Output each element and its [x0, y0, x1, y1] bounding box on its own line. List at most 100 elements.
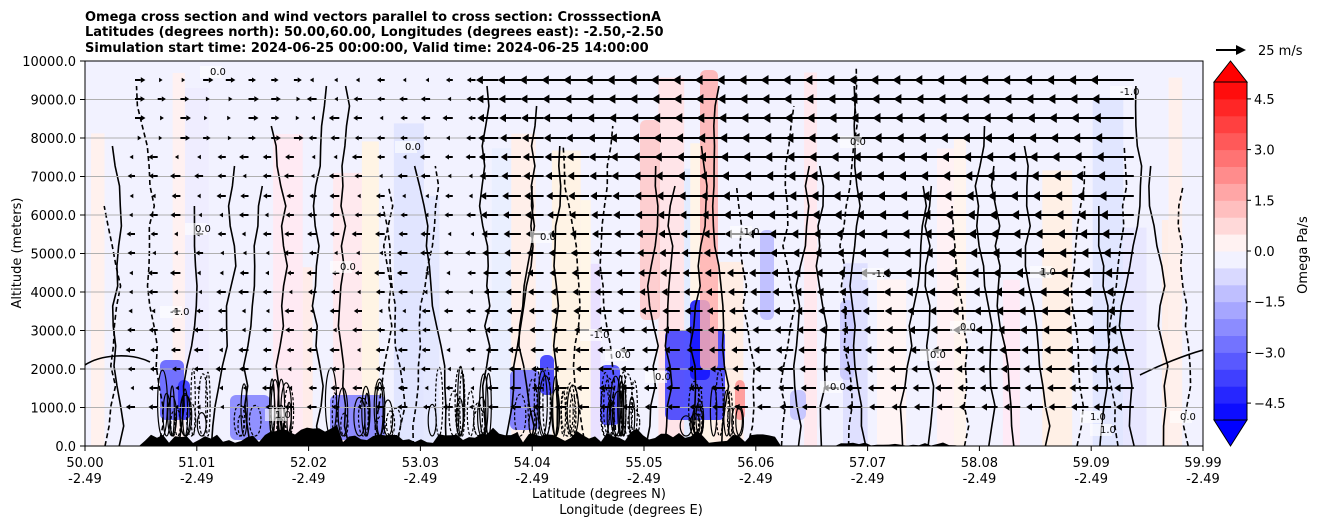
- wind-vector-head: [158, 135, 163, 141]
- wind-vector-head: [679, 210, 687, 220]
- wind-vector-head: [947, 248, 955, 258]
- wind-vector-head: [470, 385, 474, 391]
- y-tick-label: 2000.0: [31, 363, 77, 378]
- wind-vector-head: [397, 173, 402, 179]
- wind-vector-head: [148, 404, 153, 410]
- wind-vector-head: [328, 115, 334, 121]
- colorbar-segment: [1214, 200, 1247, 218]
- wind-vector-head: [1091, 384, 1099, 392]
- wind-vector-head: [936, 75, 945, 85]
- wind-vector-head: [147, 270, 153, 276]
- wind-vector-head: [1064, 325, 1072, 335]
- wind-vector-head: [1038, 287, 1047, 297]
- wind-vector-head: [663, 326, 669, 334]
- wind-vector-head: [528, 307, 535, 315]
- wind-vector-head: [148, 327, 154, 333]
- colorbar-segment: [1214, 284, 1247, 303]
- wind-vector-head: [334, 96, 338, 102]
- wind-vector-head: [656, 191, 664, 201]
- wind-vector-head: [845, 384, 852, 392]
- wind-vector-head: [1055, 210, 1064, 220]
- omega-contour-line: [815, 165, 828, 446]
- wind-vector-head: [309, 250, 313, 256]
- wind-vector-head: [966, 210, 975, 220]
- wind-vector-head: [898, 171, 906, 181]
- omega-contour-cell: [459, 370, 466, 437]
- x-tick-label-latitude: 50.00: [66, 456, 103, 471]
- wind-vector-head: [858, 248, 866, 258]
- wind-vector-head: [239, 154, 244, 160]
- wind-vector-head: [895, 133, 904, 143]
- wind-vector-head: [639, 288, 646, 296]
- wind-vector-head: [140, 115, 146, 121]
- wind-vector-head: [943, 191, 952, 201]
- omega-contour-cell: [727, 390, 734, 437]
- wind-vector-head: [921, 191, 930, 201]
- wind-vector-head: [375, 231, 380, 237]
- wind-vector-head: [640, 307, 646, 315]
- wind-vector-head: [958, 403, 965, 411]
- wind-vector-head: [420, 231, 425, 237]
- wind-vector-head: [653, 133, 661, 143]
- wind-vector-head: [220, 404, 224, 410]
- wind-vector-head: [832, 191, 841, 201]
- contour-label: 0.0: [195, 224, 211, 235]
- wind-vector-head: [784, 113, 793, 123]
- wind-vector-head: [632, 152, 640, 162]
- colorbar-extend-top: [1212, 60, 1249, 83]
- wind-vector-head: [398, 289, 403, 295]
- wind-vector-head: [205, 96, 210, 102]
- omega-contour-cell: [179, 392, 191, 437]
- contour-label: 0.0: [1180, 412, 1196, 423]
- wind-vector-head: [1040, 306, 1048, 316]
- wind-vector-head: [217, 231, 222, 237]
- wind-vector-head: [862, 306, 870, 316]
- wind-vector-head: [442, 115, 447, 121]
- wind-vector-head: [576, 384, 582, 392]
- wind-vector-head: [726, 268, 734, 278]
- wind-vector-head: [329, 193, 334, 199]
- contour-label-bg: [862, 268, 884, 280]
- wind-vector-head: [1003, 94, 1012, 104]
- wind-vector-head: [309, 308, 314, 314]
- wind-vector-head: [742, 152, 751, 162]
- wind-vector-head: [880, 248, 889, 258]
- wind-vector-head: [531, 385, 537, 391]
- wind-vector-head: [1013, 248, 1022, 258]
- wind-vector-head: [227, 135, 232, 141]
- x-tick-label-longitude: -2.49: [180, 472, 214, 487]
- wind-vector-head: [1108, 325, 1117, 335]
- wind-vector-head: [747, 248, 755, 258]
- wind-vector-head: [875, 171, 884, 181]
- wind-vector-head: [831, 171, 840, 181]
- wind-vector-head: [658, 229, 665, 239]
- wind-vector-head: [981, 94, 990, 104]
- wind-vector-head: [443, 308, 449, 314]
- omega-contour-line: [242, 185, 264, 446]
- wind-vector-head: [1034, 229, 1043, 239]
- wind-vector-head: [544, 152, 552, 162]
- wind-vector-head: [975, 325, 983, 335]
- wind-vector-head: [555, 404, 560, 410]
- wind-vector-head: [1025, 94, 1034, 104]
- wind-vector-head: [840, 306, 847, 316]
- wind-vector-head: [447, 327, 452, 333]
- omega-contour-cell: [466, 390, 475, 437]
- wind-vector-head: [1088, 345, 1096, 355]
- contour-label: 0.0: [655, 372, 671, 383]
- contour-label: 0.0: [930, 350, 946, 361]
- contour-label: 0.0: [405, 142, 421, 153]
- wind-vector-head: [870, 75, 879, 85]
- wind-vector-head: [170, 173, 175, 179]
- wind-vector-head: [398, 231, 403, 237]
- wind-vector-head: [833, 210, 842, 220]
- wind-vector-head: [841, 326, 848, 334]
- wind-vector-head: [520, 94, 528, 104]
- wind-vector-head: [206, 135, 211, 141]
- wind-vector-head: [470, 231, 474, 237]
- wind-vector-head: [709, 365, 716, 373]
- omega-contour-line: [1139, 349, 1203, 376]
- omega-contour-cell: [385, 410, 396, 437]
- wind-vector-head: [219, 385, 223, 391]
- y-tick-label: 6000.0: [31, 209, 77, 224]
